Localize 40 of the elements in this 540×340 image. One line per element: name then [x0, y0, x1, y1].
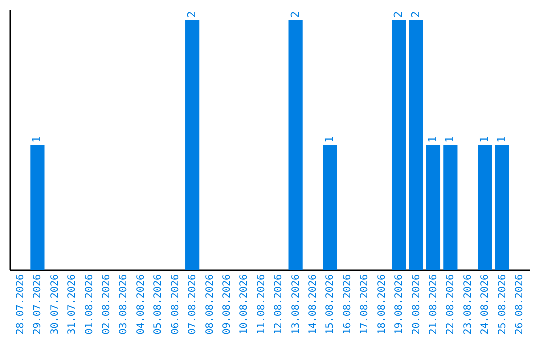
x-tick-label: 07.08.2026 [188, 274, 199, 335]
x-tick-label: 31.07.2026 [67, 274, 78, 335]
x-tick-label: 16.08.2026 [342, 274, 354, 335]
x-tick-label: 26.08.2026 [514, 274, 526, 335]
x-tick-label: 05.08.2026 [153, 274, 164, 335]
x-tick-label: 04.08.2026 [136, 274, 147, 335]
x-tick-label: 10.08.2026 [239, 274, 250, 335]
x-tick-label: 11.08.2026 [256, 274, 268, 335]
x-tick-label: 30.07.2026 [50, 274, 61, 335]
x-tick-label: 19.08.2026 [394, 274, 406, 335]
data-label: 1 [478, 136, 492, 143]
x-tick-label: 13.08.2026 [290, 274, 302, 335]
data-label: 1 [323, 136, 336, 143]
data-label: 1 [444, 136, 457, 143]
x-tick-label: 23.08.2026 [462, 274, 474, 335]
data-label: 2 [409, 11, 422, 18]
x-tick-label: 08.08.2026 [204, 274, 216, 335]
data-label: 2 [288, 11, 302, 18]
data-label: 2 [392, 11, 406, 18]
x-tick-label: 21.08.2026 [428, 274, 440, 335]
x-tick-label: 28.07.2026 [15, 274, 26, 335]
x-tick-label: 15.08.2026 [325, 274, 336, 335]
x-tick-label: 02.08.2026 [102, 274, 113, 335]
x-tick-label: 22.08.2026 [446, 274, 457, 335]
x-tick-label: 01.08.2026 [84, 274, 96, 335]
x-tick-label: 12.08.2026 [274, 274, 285, 335]
data-label: 1 [426, 136, 440, 143]
x-tick-label: 18.08.2026 [376, 274, 388, 335]
x-tick-label: 17.08.2026 [360, 274, 371, 335]
x-tick-label: 06.08.2026 [170, 274, 182, 335]
data-label: 2 [186, 11, 199, 18]
data-label: 1 [495, 136, 508, 143]
x-tick-label: 20.08.2026 [411, 274, 422, 335]
x-tick-label: 25.08.2026 [497, 274, 508, 335]
data-label: 1 [30, 136, 44, 143]
x-tick-label: 24.08.2026 [480, 274, 492, 335]
x-tick-label: 14.08.2026 [308, 274, 320, 335]
x-tick-label: 03.08.2026 [118, 274, 130, 335]
x-tick-label: 29.07.2026 [32, 274, 44, 335]
x-tick-label: 09.08.2026 [222, 274, 233, 335]
